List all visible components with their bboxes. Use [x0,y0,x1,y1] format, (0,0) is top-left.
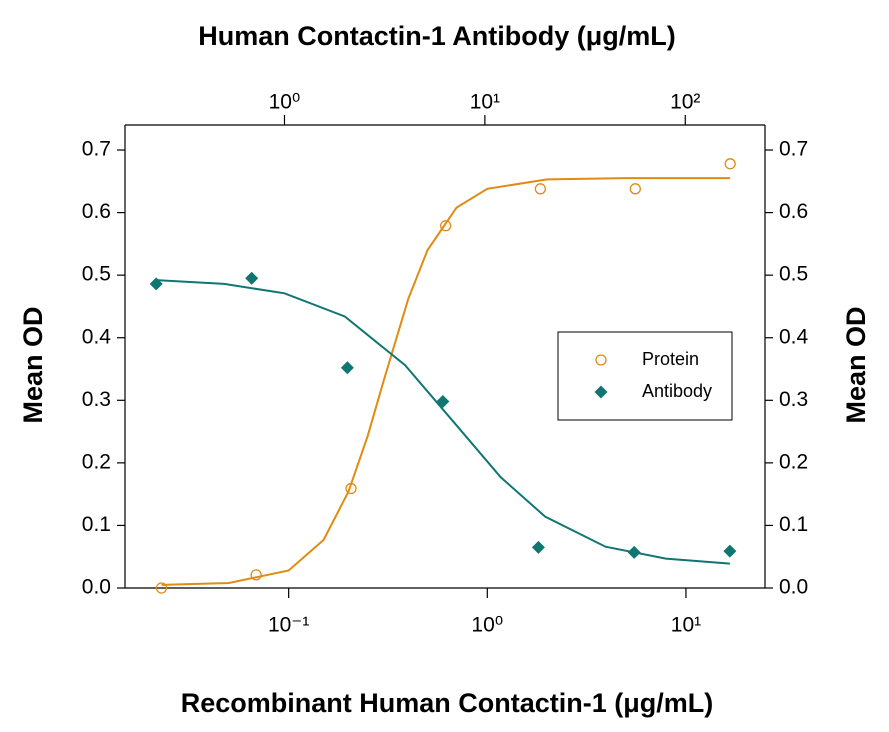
data-point [531,540,545,554]
data-point [723,544,737,558]
y2-axis-label: Mean OD [841,306,871,423]
chart-title: Human Contactin-1 Antibody (μg/mL) [198,21,675,51]
legend-marker [594,385,608,399]
x-tick-label: 10⁰ [471,614,503,637]
x2-tick-label: 10¹ [470,91,500,114]
y-tick-label: 0.7 [82,138,111,161]
data-point [724,158,736,170]
data-point [250,569,262,581]
data-point [534,183,547,195]
y2-tick-label: 0.3 [779,388,808,411]
y2-tick-label: 0.1 [779,513,808,536]
legend-box [557,331,733,421]
data-point [149,277,163,291]
y2-tick-label: 0.5 [779,263,808,286]
data-point [436,395,450,409]
y-tick-label: 0.2 [82,450,111,473]
y-tick-label: 0.4 [82,325,112,348]
fit-curve [161,177,731,586]
y2-tick-label: 0.2 [779,450,808,473]
data-point [340,361,354,375]
data-point [439,220,452,232]
x-tick-label: 10⁻¹ [268,614,309,637]
data-point [629,183,641,195]
x-tick-label: 10¹ [671,614,701,637]
y-tick-label: 0.3 [82,388,111,411]
y2-tick-label: 0.6 [779,200,808,223]
y2-tick-label: 0.0 [779,576,808,599]
legend-label: Antibody [642,381,712,401]
data-point [245,271,259,285]
legend-marker [595,354,607,366]
y2-tick-label: 0.7 [779,138,808,161]
y2-tick-label: 0.4 [779,325,809,348]
data-point [627,545,641,559]
y-tick-label: 0.6 [82,200,111,223]
data-point [155,582,168,594]
y-axis-label: Mean OD [18,306,48,423]
x-axis-label: Recombinant Human Contactin-1 (μg/mL) [181,688,714,718]
y-tick-label: 0.0 [82,576,111,599]
data-point [345,482,357,495]
fit-curve [156,279,730,565]
y-tick-label: 0.5 [82,263,111,286]
x2-tick-label: 10² [670,91,700,114]
legend-label: Protein [642,349,699,369]
x2-tick-label: 10⁰ [269,91,301,114]
y-tick-label: 0.1 [82,513,111,536]
